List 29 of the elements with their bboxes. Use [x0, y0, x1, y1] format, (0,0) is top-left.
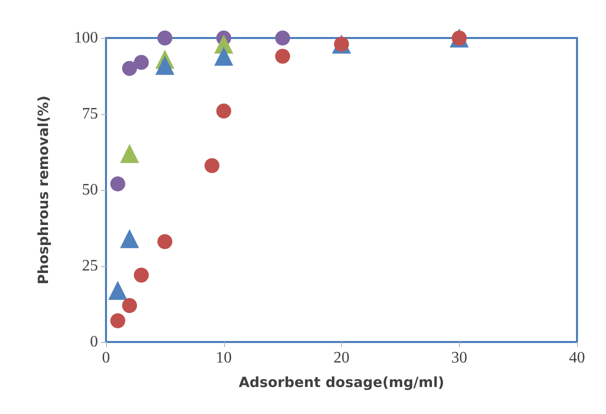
x-tick-label: 20 — [334, 350, 350, 366]
y-tick-label: 25 — [82, 258, 98, 274]
y-tick-label: 75 — [82, 106, 98, 122]
point — [110, 313, 126, 328]
point — [275, 48, 290, 64]
point — [122, 298, 138, 314]
point — [216, 103, 232, 118]
point — [214, 46, 234, 66]
y-tick-label: 50 — [82, 182, 98, 198]
point — [155, 56, 174, 75]
point — [275, 30, 290, 46]
x-tick-label: 30 — [451, 350, 468, 366]
point — [110, 176, 126, 192]
point — [120, 229, 140, 248]
point — [120, 144, 140, 164]
y-axis-title: Phosphrous removal(%) — [36, 96, 52, 284]
y-tick-label: 0 — [90, 334, 98, 350]
x-tick-label: 0 — [102, 350, 110, 366]
point — [157, 30, 172, 46]
point — [157, 234, 172, 250]
x-tick-label: 10 — [216, 350, 232, 366]
point — [134, 54, 149, 70]
x-axis-title: Adsorbent dosage(mg/ml) — [238, 375, 444, 391]
y-tick-label: 100 — [74, 30, 98, 46]
point — [122, 60, 138, 76]
point — [134, 268, 149, 283]
point — [204, 158, 220, 174]
point — [108, 280, 128, 300]
x-tick-label: 40 — [569, 350, 585, 366]
